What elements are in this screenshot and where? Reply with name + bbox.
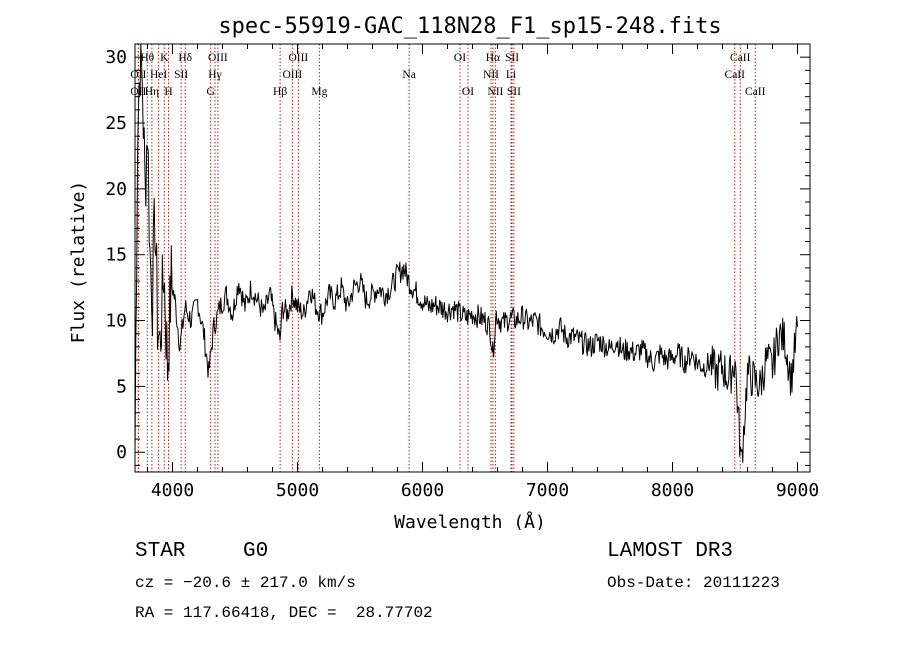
marker-label-13: OIII xyxy=(282,69,302,81)
marker-label-26: CaII xyxy=(725,69,746,81)
survey-name: LAMOST DR3 xyxy=(607,540,734,563)
y-tick-label: 30 xyxy=(105,47,127,68)
x-tick-label: 7000 xyxy=(526,480,569,501)
y-tick-label: 5 xyxy=(116,376,127,397)
marker-label-11: G xyxy=(206,86,214,98)
spectrum-line xyxy=(134,43,798,463)
object-subclass: G0 xyxy=(243,540,269,563)
marker-label-20: NII xyxy=(483,69,499,81)
marker-label-6: H xyxy=(164,86,172,98)
marker-label-16: Na xyxy=(402,69,415,81)
marker-label-9: OIII xyxy=(208,52,228,64)
y-axis-label: Flux (relative) xyxy=(68,181,89,344)
x-axis-label: Wavelength (Å) xyxy=(394,511,546,530)
plot-frame xyxy=(134,43,811,473)
y-tick-label: 10 xyxy=(105,311,127,332)
x-tick-label: 5000 xyxy=(276,480,319,501)
marker-label-25: CaII xyxy=(730,52,751,64)
y-tick-label: 15 xyxy=(105,245,127,266)
x-tick-label: 8000 xyxy=(651,480,694,501)
observation-date: Obs-Date: 20111223 xyxy=(607,574,780,592)
axes: 4000 5000 6000 7000 8000 9000 0 5 10 15 20 25 30 xyxy=(105,43,819,501)
marker-label-18: OI xyxy=(462,86,474,98)
line-markers xyxy=(137,44,756,472)
chart-title: spec-55919-GAC_118N28_F1_sp15-248.fits xyxy=(218,14,721,39)
spectrum-chart: spec-55919-GAC_118N28_F1_sp15-248.fits O… xyxy=(68,14,819,533)
redshift-velocity: cz = −20.6 ± 217.0 km/s xyxy=(135,574,356,592)
marker-label-3: Hη xyxy=(145,86,159,98)
marker-label-15: Mg xyxy=(311,86,327,98)
marker-label-19: Hα xyxy=(486,52,500,64)
marker-label-21: NII xyxy=(487,86,503,98)
marker-label-1: Hθ xyxy=(140,52,154,64)
marker-label-24: SII xyxy=(507,86,521,98)
object-class: STAR xyxy=(135,540,186,563)
marker-label-12: OIII xyxy=(288,52,308,64)
x-tick-label: 4000 xyxy=(151,480,194,501)
y-tick-label: 20 xyxy=(105,179,127,200)
marker-label-27: CaII xyxy=(745,86,766,98)
marker-label-22: SII xyxy=(505,52,519,64)
marker-label-10: Hγ xyxy=(208,69,221,81)
y-tick-label: 0 xyxy=(116,442,127,463)
marker-label-23: Li xyxy=(506,69,516,81)
marker-label-14: Hβ xyxy=(273,86,287,98)
y-tick-label: 25 xyxy=(105,113,127,134)
coordinates: RA = 117.66418, DEC = 28.77702 xyxy=(135,604,433,622)
x-tick-label: 6000 xyxy=(401,480,444,501)
spectrum-series xyxy=(134,43,798,463)
marker-label-4: K xyxy=(160,52,169,64)
x-tick-label: 9000 xyxy=(776,480,819,501)
marker-label-5: HeI xyxy=(150,69,167,81)
marker-label-8: Hδ xyxy=(178,52,192,64)
marker-label-7: SII xyxy=(174,69,188,81)
marker-label-17: OI xyxy=(454,52,466,64)
